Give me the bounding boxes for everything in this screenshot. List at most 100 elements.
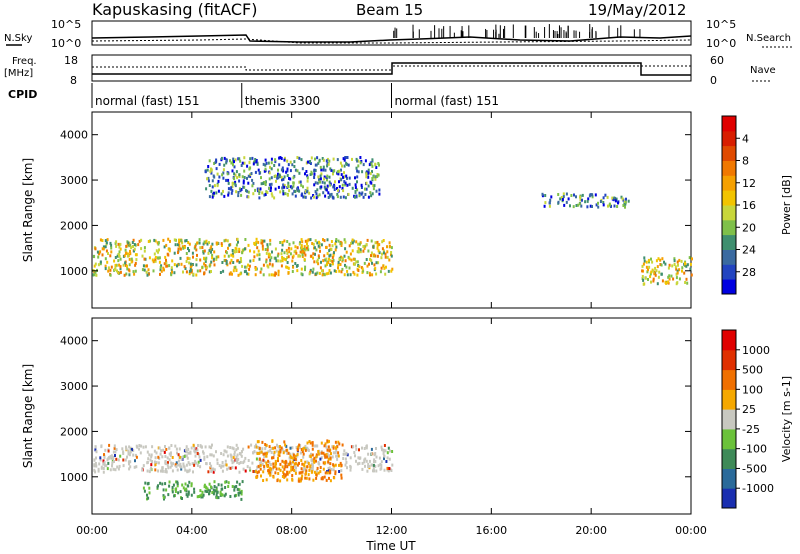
velocity-cell <box>102 459 105 463</box>
velocity-cell <box>182 486 185 490</box>
power-cell <box>305 161 308 165</box>
power-cell <box>301 240 304 244</box>
velocity-cell <box>279 445 281 448</box>
velocity-cell <box>128 461 131 465</box>
power-cell <box>286 261 289 264</box>
power-cell <box>185 239 188 242</box>
velocity-cell <box>283 475 286 479</box>
power-cell <box>286 167 289 171</box>
velocity-cell <box>198 495 200 498</box>
power-cell <box>267 265 270 269</box>
noise-spikes <box>393 24 641 38</box>
velocity-cell <box>292 456 295 460</box>
power-cell <box>668 263 671 267</box>
power-cell <box>338 180 340 184</box>
power-cell <box>297 254 300 258</box>
velocity-cell <box>345 460 348 464</box>
power-cell <box>247 243 250 247</box>
power-cell <box>334 248 337 252</box>
power-cell <box>333 251 335 255</box>
velocity-cell <box>105 464 108 468</box>
power-cell <box>304 268 306 272</box>
power-cell <box>287 255 290 259</box>
velocity-cell <box>237 491 240 495</box>
velocity-cell <box>176 480 179 484</box>
power-cell <box>190 264 193 268</box>
power-cell <box>164 255 167 259</box>
power-cell <box>306 242 308 246</box>
velocity-cell <box>258 446 261 450</box>
power-cell <box>317 161 320 165</box>
power-cell <box>340 168 342 172</box>
velocity-cell <box>302 468 305 472</box>
power-cell <box>675 276 678 280</box>
power-cell <box>202 242 205 246</box>
power-cell <box>269 253 272 257</box>
velocity-cell <box>198 455 201 459</box>
power-cell <box>133 243 136 246</box>
velocity-cell <box>272 462 275 466</box>
velocity-cell <box>126 455 128 459</box>
power-cell <box>188 257 191 261</box>
velocity-cell <box>118 464 121 468</box>
velocity-cell <box>269 473 272 477</box>
velocity-cell <box>207 470 210 474</box>
station-title: Kapuskasing (fitACF) <box>92 0 257 19</box>
power-cell <box>266 248 269 252</box>
power-cell <box>327 162 330 166</box>
power-cell <box>317 254 320 258</box>
velocity-cell <box>304 444 307 448</box>
velocity-cell <box>169 465 172 469</box>
power-cell <box>298 156 301 160</box>
power-cell <box>320 260 322 264</box>
power-cell <box>118 253 120 257</box>
velocity-cell <box>372 463 375 467</box>
velocity-cell <box>259 467 262 471</box>
power-cell <box>317 262 320 266</box>
velocity-cell <box>322 461 325 465</box>
velocity-cell <box>338 463 340 467</box>
velocity-cell <box>184 468 187 472</box>
power-cell <box>295 264 298 268</box>
power-cell <box>181 245 184 249</box>
power-cell <box>346 156 349 159</box>
power-cell <box>279 241 282 244</box>
power-cell <box>223 194 226 198</box>
velocity-cell <box>187 461 190 465</box>
velocity-cell <box>278 446 281 450</box>
velocity-cell <box>221 461 224 464</box>
velocity-cell <box>188 480 191 484</box>
velocity-cell <box>179 462 182 466</box>
velocity-cell <box>388 467 391 470</box>
power-cell <box>650 280 652 284</box>
power-cell <box>254 158 257 161</box>
power-cell <box>296 269 299 273</box>
power-cell <box>101 239 104 242</box>
velocity-cell <box>372 469 374 473</box>
power-cell <box>250 172 253 175</box>
power-cell <box>117 259 120 263</box>
power-cell <box>267 255 270 259</box>
velocity-cell <box>146 469 149 473</box>
power-cell <box>336 187 338 190</box>
power-cell <box>159 266 162 269</box>
y-tick-label: 2000 <box>60 219 88 232</box>
power-cell <box>143 268 146 272</box>
power-cell <box>287 184 290 188</box>
power-cell <box>230 191 233 195</box>
power-cell <box>178 238 180 242</box>
colorbar-segment <box>722 448 736 469</box>
velocity-cell <box>134 459 136 463</box>
velocity-cell <box>241 450 243 453</box>
velocity-cell <box>165 470 168 474</box>
velocity-cell <box>235 493 237 497</box>
velocity-cell <box>224 486 227 489</box>
velocity-cell <box>272 467 274 471</box>
colorbar-segment <box>722 279 736 295</box>
nsearch-trace <box>91 38 692 44</box>
power-cell <box>289 177 292 181</box>
velocity-cell <box>203 457 206 461</box>
velocity-cell <box>167 493 170 497</box>
velocity-cell <box>338 442 341 446</box>
velocity-cell <box>291 467 294 471</box>
